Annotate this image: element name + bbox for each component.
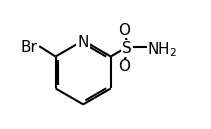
Text: Br: Br bbox=[21, 40, 38, 55]
Text: S: S bbox=[123, 41, 132, 56]
Text: N: N bbox=[77, 35, 89, 50]
Text: NH$_2$: NH$_2$ bbox=[147, 40, 177, 59]
Text: O: O bbox=[118, 23, 130, 38]
Text: O: O bbox=[118, 59, 130, 74]
